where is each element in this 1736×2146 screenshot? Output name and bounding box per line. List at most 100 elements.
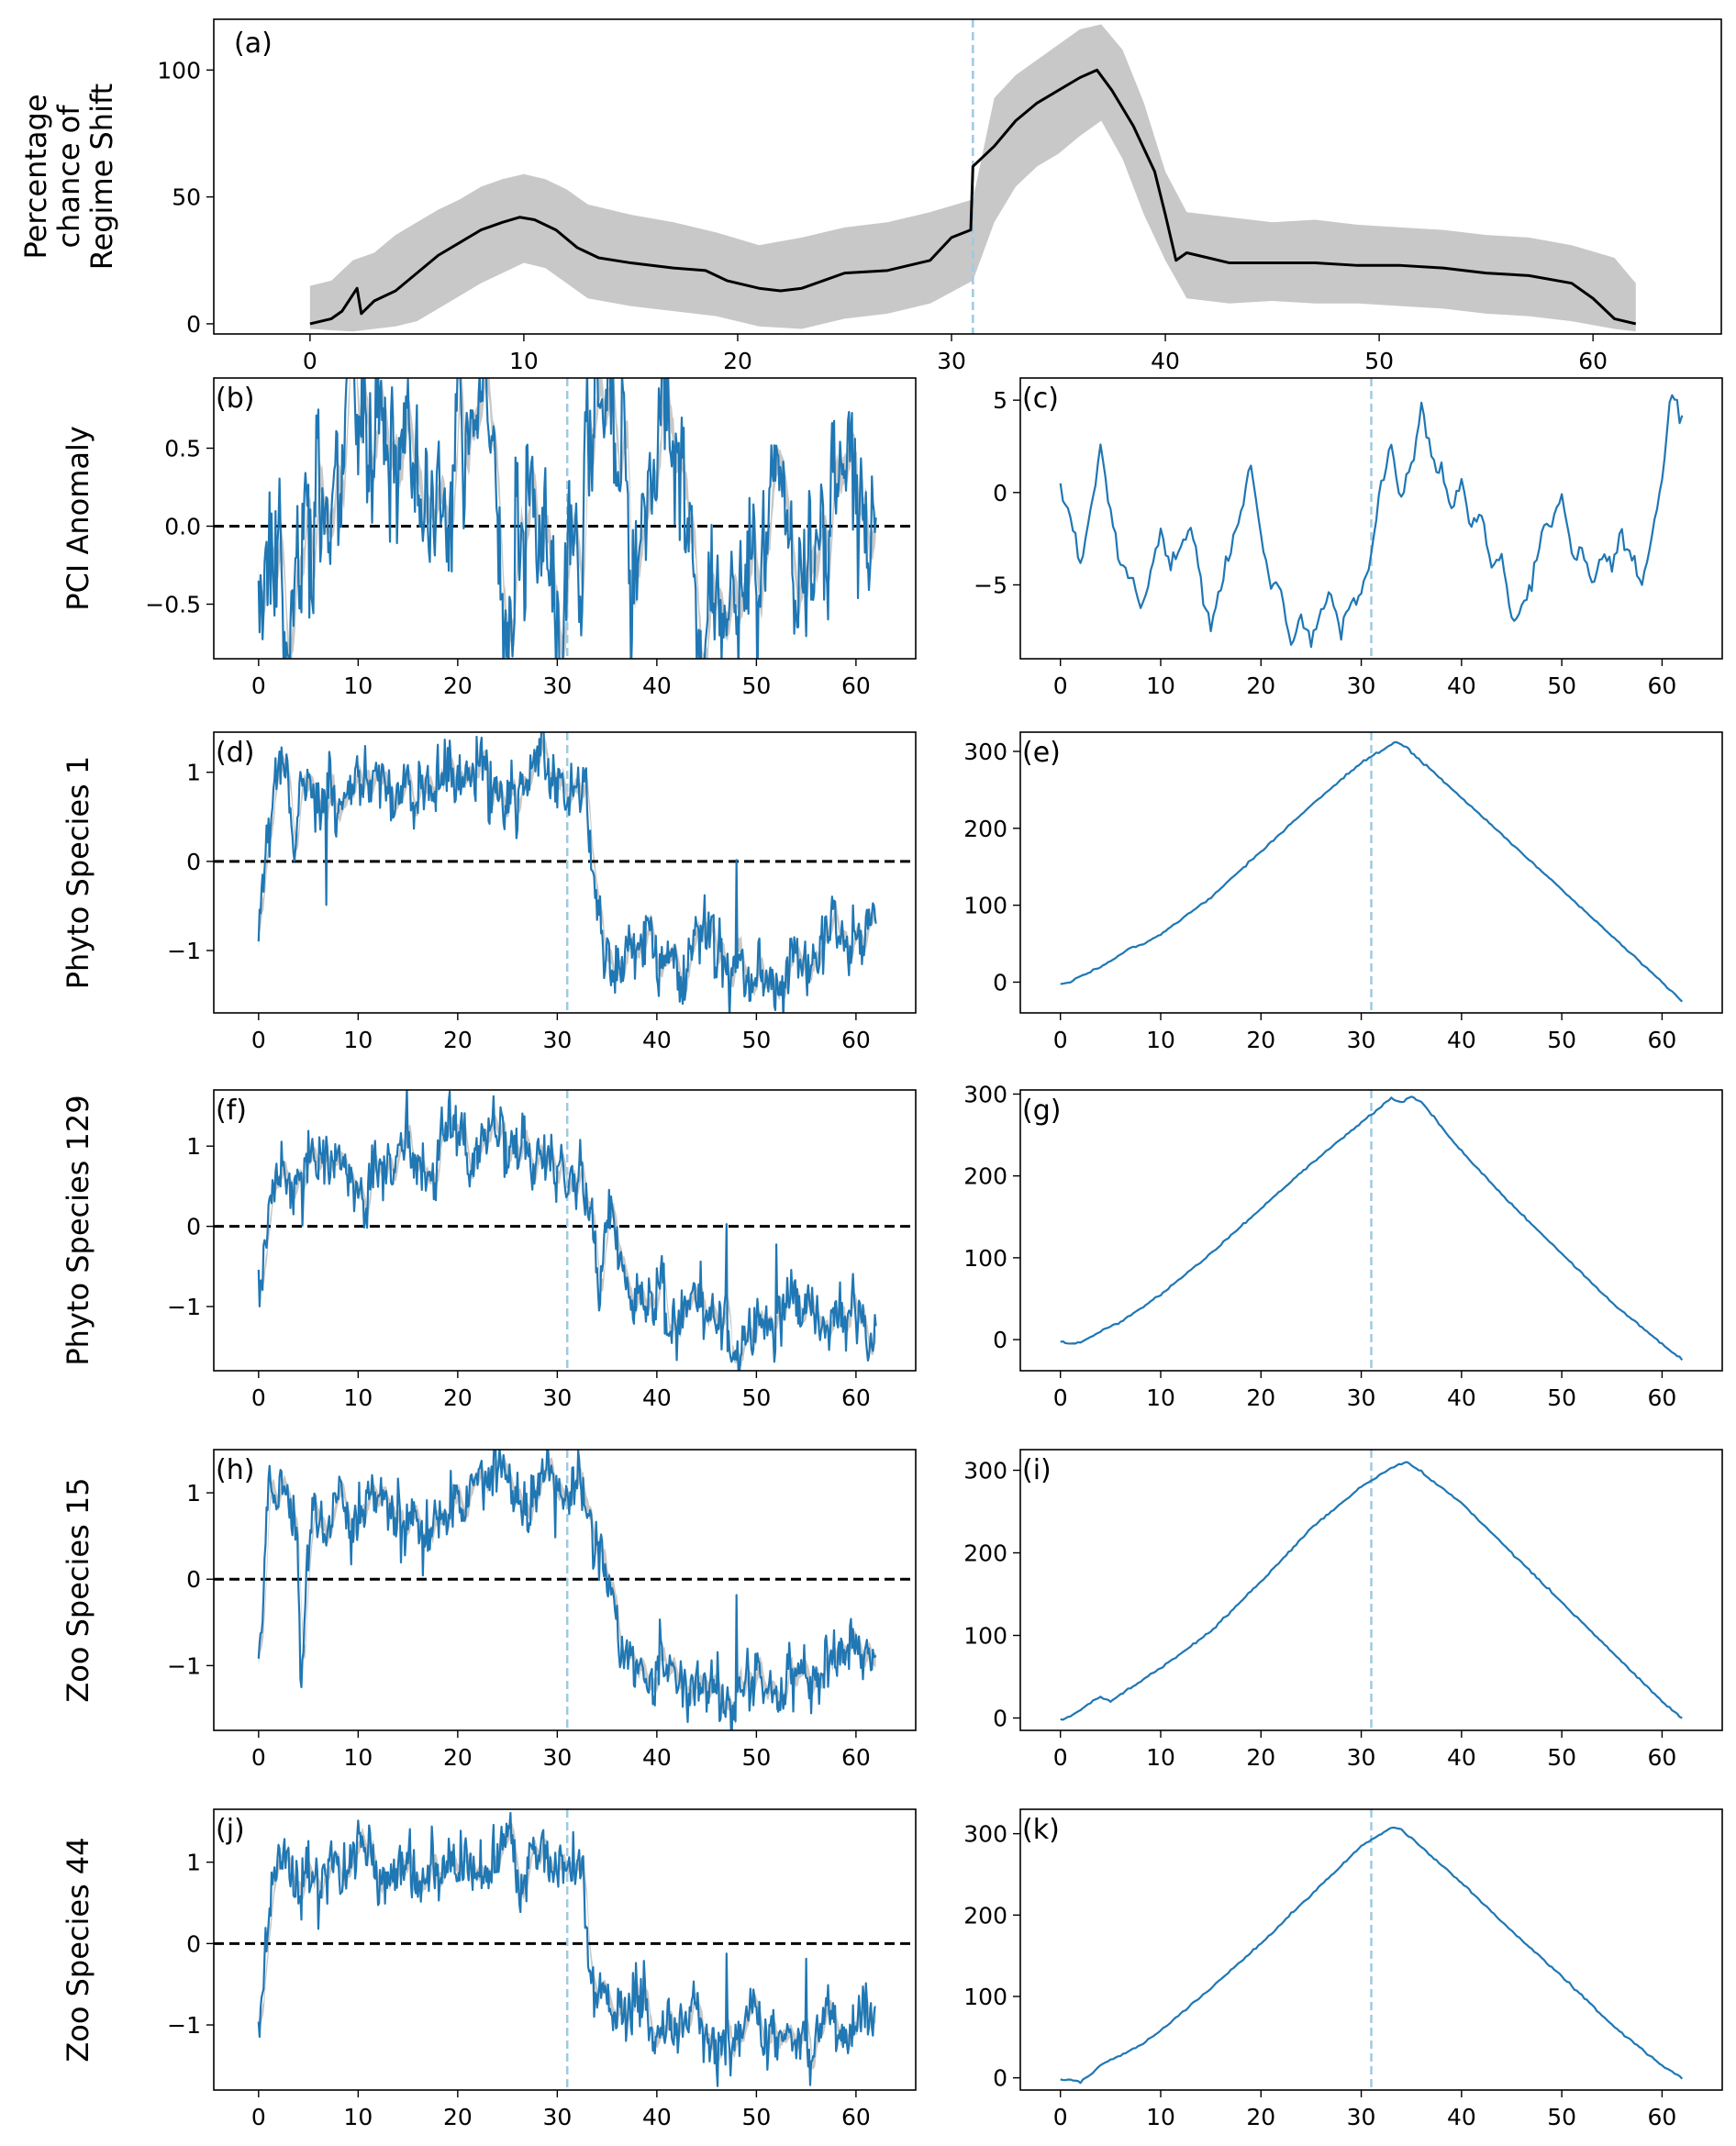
x-tick-label: 10	[343, 2104, 373, 2130]
y-tick-label: 0	[186, 849, 201, 875]
plot-area-k	[1060, 1809, 1684, 2090]
x-tick-label: 20	[1246, 1384, 1275, 1411]
y-tick-label: 300	[963, 1458, 1007, 1484]
x-tick-label: 30	[542, 2104, 572, 2130]
plot-area-c	[1059, 378, 1684, 659]
axes-frame	[213, 377, 917, 660]
x-tick-label: 0	[1053, 1027, 1068, 1053]
y-tick-label: −5	[974, 572, 1007, 598]
y-tick-label: 0	[186, 1930, 201, 1957]
panel-label: (e)	[1022, 737, 1061, 769]
y-tick-label: 0	[186, 311, 201, 338]
panel-label: (h)	[216, 1454, 254, 1486]
x-tick-label: 40	[642, 1027, 672, 1053]
y-tick-label: 300	[963, 1081, 1007, 1107]
x-tick-label: 60	[841, 1384, 871, 1411]
x-tick-label: 0	[1053, 1384, 1068, 1411]
x-tick-label: 40	[642, 1384, 672, 1411]
series-line	[257, 1090, 877, 1371]
y-tick-label: 0	[186, 1566, 201, 1593]
panel-label: (g)	[1022, 1095, 1061, 1127]
series-line	[1060, 1095, 1684, 1362]
axes-frame	[1019, 1089, 1723, 1372]
axes-frame	[1019, 731, 1723, 1014]
y-tick-label: −0.5	[145, 592, 201, 618]
x-tick-label: 50	[1547, 673, 1576, 699]
axes-frame	[213, 731, 917, 1014]
lagged-band	[258, 1821, 876, 2070]
y-tick-label: 200	[963, 1540, 1007, 1567]
x-tick-label: 0	[251, 1744, 266, 1771]
panel-label: (f)	[216, 1095, 247, 1127]
y-tick-label: 300	[963, 1821, 1007, 1848]
x-tick-label: 30	[1347, 1384, 1376, 1411]
x-tick-label: 60	[1648, 673, 1677, 699]
x-tick-label: 10	[1146, 2104, 1175, 2130]
x-tick-label: 0	[251, 1384, 266, 1411]
x-tick-label: 10	[343, 1027, 373, 1053]
plot-area-d	[214, 732, 916, 1013]
panel-label: (i)	[1022, 1454, 1052, 1486]
x-tick-label: 40	[1151, 348, 1180, 374]
lagged-band	[258, 378, 876, 659]
y-tick-label: 1	[186, 1480, 201, 1507]
y-axis-label: Regime Shift	[84, 83, 119, 270]
y-tick-label: 200	[963, 1163, 1007, 1190]
x-tick-label: 20	[1246, 2104, 1275, 2130]
x-tick-label: 50	[1547, 2104, 1576, 2130]
x-tick-label: 30	[1347, 1744, 1376, 1771]
plot-area-h	[214, 1450, 916, 1730]
y-tick-label: 100	[963, 1623, 1007, 1650]
series-line	[257, 1811, 876, 2087]
x-tick-label: 20	[443, 673, 473, 699]
x-tick-label: 30	[542, 673, 572, 699]
plot-area-b	[214, 378, 916, 659]
x-tick-label: 20	[1246, 1744, 1275, 1771]
y-tick-label: 100	[963, 1984, 1007, 2010]
x-tick-label: 10	[1146, 1384, 1175, 1411]
series-line	[257, 378, 877, 659]
x-tick-label: 40	[1447, 1744, 1476, 1771]
y-tick-label: 100	[963, 1245, 1007, 1272]
axes-frame	[213, 1449, 917, 1731]
y-axis-label: PCI Anomaly	[61, 426, 95, 611]
x-tick-label: 20	[443, 1744, 473, 1771]
panel-g: 0 10 20 30 40 50 60 0 100 200 300 (g)	[963, 1081, 1723, 1411]
x-tick-label: 60	[841, 1744, 871, 1771]
x-tick-label: 20	[443, 1027, 473, 1053]
x-tick-label: 60	[841, 1027, 871, 1053]
y-tick-label: 0.0	[164, 514, 201, 540]
y-tick-label: 100	[963, 893, 1007, 919]
y-tick-label: 0	[993, 969, 1007, 995]
y-tick-label: 0	[993, 1327, 1007, 1353]
x-tick-label: 30	[542, 1744, 572, 1771]
axes-frame	[213, 1808, 917, 2091]
x-tick-label: 50	[1547, 1384, 1576, 1411]
y-tick-label: 200	[963, 816, 1007, 842]
x-tick-label: 60	[1578, 348, 1608, 374]
plot-area-e	[1060, 732, 1684, 1013]
plot-area-g	[1060, 1090, 1684, 1371]
panel-label: (d)	[216, 737, 254, 769]
x-tick-label: 30	[542, 1027, 572, 1053]
y-tick-label: 1	[186, 1850, 201, 1876]
panel-label: (c)	[1022, 383, 1059, 415]
x-tick-label: 50	[741, 2104, 771, 2130]
y-axis-label: chance of	[51, 105, 86, 249]
y-tick-label: −1	[167, 2012, 201, 2039]
x-tick-label: 10	[343, 673, 373, 699]
x-tick-label: 0	[251, 673, 266, 699]
y-axis-label: Phyto Species 129	[61, 1095, 95, 1365]
x-tick-label: 20	[1246, 1027, 1275, 1053]
plot-area-a	[309, 19, 1637, 334]
x-tick-label: 20	[443, 1384, 473, 1411]
y-axis-label: Percentage	[18, 94, 53, 259]
x-tick-label: 40	[642, 2104, 672, 2130]
confidence-band	[309, 24, 1636, 332]
x-tick-label: 20	[723, 348, 752, 374]
plot-area-i	[1060, 1450, 1683, 1730]
series-line	[1060, 1461, 1683, 1721]
x-tick-label: 50	[741, 1384, 771, 1411]
